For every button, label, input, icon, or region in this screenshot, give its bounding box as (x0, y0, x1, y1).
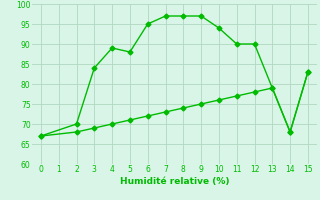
X-axis label: Humidité relative (%): Humidité relative (%) (120, 177, 229, 186)
